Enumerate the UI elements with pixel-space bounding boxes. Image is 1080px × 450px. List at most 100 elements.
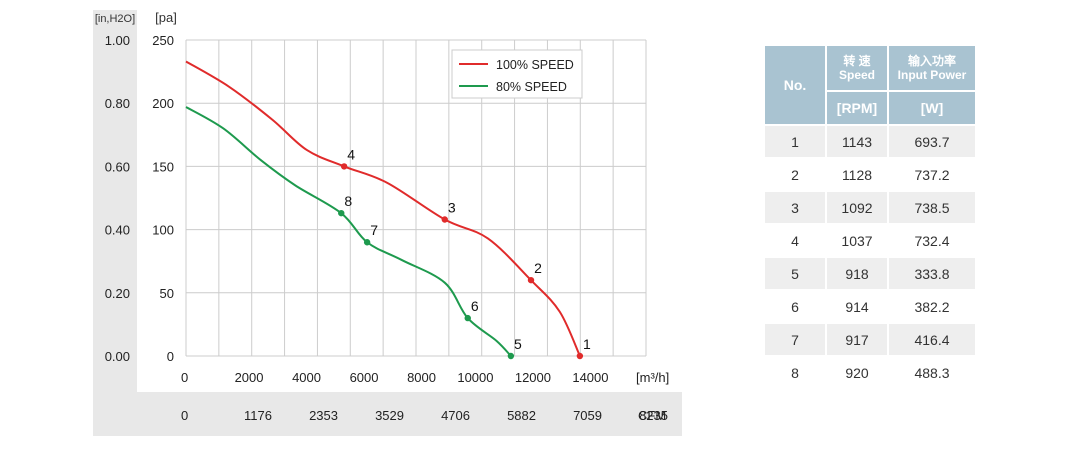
x-tick-label: 10000 [457, 370, 493, 385]
data-point [338, 209, 345, 217]
cell-no: 8 [765, 355, 827, 388]
data-point-label: 1 [583, 336, 591, 352]
cell-no: 4 [765, 223, 827, 256]
data-point [527, 276, 535, 284]
cfm-axis-panel [93, 392, 682, 436]
cell-power: 738.5 [889, 190, 975, 223]
data-point-label: 2 [534, 260, 542, 276]
cell-no: 6 [765, 289, 827, 322]
cfm-unit-label: CFM [638, 408, 666, 423]
data-point-label: 3 [448, 199, 456, 215]
y-left-tick-label: 0.00 [105, 349, 130, 364]
y-left-tick-label: 1.00 [105, 33, 130, 48]
header-power-cn: 输入功率 [907, 54, 956, 68]
table-row: 3 1092 738.5 [765, 190, 975, 223]
legend-box [451, 49, 583, 99]
cfm-tick-label: 5882 [507, 408, 536, 423]
cell-no: 5 [765, 256, 827, 289]
y-right-unit: [pa] [155, 10, 177, 25]
table-row: 5 918 333.8 [765, 256, 975, 289]
data-point [441, 216, 448, 223]
x-tick-label: 6000 [350, 370, 379, 385]
cell-rpm: 1037 [827, 223, 889, 256]
y-tick-label: 200 [152, 96, 174, 111]
table-row: 1 1143 693.7 [765, 124, 975, 157]
data-point-label: 5 [514, 336, 522, 352]
header-speed-cn: 转 速 [843, 54, 871, 68]
data-point-label: 4 [347, 146, 355, 162]
cell-rpm: 917 [827, 322, 889, 355]
cell-power: 732.4 [889, 223, 975, 256]
x-tick-label: 8000 [407, 370, 436, 385]
y-tick-label: 0 [167, 349, 174, 364]
data-point-label: 6 [471, 298, 479, 314]
legend-label: 100% SPEED [496, 58, 574, 72]
cell-no: 7 [765, 322, 827, 355]
x-tick-label: 14000 [572, 370, 608, 385]
y-left-unit: [in,H2O] [95, 13, 135, 25]
data-point [576, 352, 584, 360]
data-point-label: 8 [344, 193, 352, 209]
cfm-tick-label: 4706 [441, 408, 470, 423]
header-power: 输入功率 Input Power [889, 46, 975, 92]
data-point [340, 163, 348, 170]
cfm-tick-label: 2353 [309, 408, 338, 423]
cell-rpm: 914 [827, 289, 889, 322]
y-tick-label: 250 [152, 33, 174, 48]
cell-power: 488.3 [889, 355, 975, 388]
cfm-tick-label: 1176 [244, 408, 272, 423]
x-tick-label: 12000 [515, 370, 551, 385]
cfm-tick-label: 8235 [639, 408, 668, 423]
spec-table: No. 转 速 Speed 输入功率 Input Power [RPM] [W]… [765, 46, 975, 388]
series-line [185, 60, 581, 357]
cell-power: 693.7 [889, 124, 975, 157]
legend-label: 80% SPEED [496, 80, 567, 94]
x-unit-label: [m³/h] [636, 370, 669, 385]
cell-rpm: 1128 [827, 157, 889, 190]
header-speed: 转 速 Speed [827, 46, 889, 92]
x-tick-label: 0 [181, 370, 188, 385]
table-row: 4 1037 732.4 [765, 223, 975, 256]
cell-no: 2 [765, 157, 827, 190]
cell-power: 382.2 [889, 289, 975, 322]
data-point [507, 352, 515, 360]
cell-power: 737.2 [889, 157, 975, 190]
data-point [464, 314, 471, 322]
chart-svg: [in,H2O] [pa]1.000.800.600.400.200.002502… [93, 10, 682, 436]
cell-power: 416.4 [889, 322, 975, 355]
performance-chart: [in,H2O] [pa] 1.00 0.80 0.60 0.40 0.20 0.00 250 2… [93, 10, 682, 436]
y-left-tick-label: 0.20 [105, 286, 130, 301]
cell-no: 1 [765, 124, 827, 157]
cell-rpm: 1143 [827, 124, 889, 157]
y-tick-label: 150 [152, 159, 174, 174]
left-axis-panel [93, 10, 137, 436]
header-power-en: Input Power [897, 68, 967, 82]
data-point-label: 7 [370, 222, 378, 238]
x-tick-label: 2000 [235, 370, 264, 385]
y-left-tick-label: 0.80 [105, 96, 130, 111]
table-row: 8 920 488.3 [765, 355, 975, 388]
y-left-tick-label: 0.60 [105, 159, 130, 174]
series-line [185, 106, 512, 357]
table-row: 7 917 416.4 [765, 322, 975, 355]
header-no: No. [765, 46, 827, 124]
cell-no: 3 [765, 190, 827, 223]
cfm-tick-label: 0 [181, 408, 188, 423]
unit-power: [W] [889, 92, 975, 124]
unit-speed: [RPM] [827, 92, 889, 124]
cell-rpm: 920 [827, 355, 889, 388]
y-left-tick-label: 0.40 [105, 223, 130, 238]
y-tick-label: 100 [152, 223, 174, 238]
data-point [363, 239, 371, 246]
x-tick-label: 4000 [292, 370, 321, 385]
cell-power: 333.8 [889, 256, 975, 289]
cfm-tick-label: 7059 [573, 408, 602, 423]
cell-rpm: 918 [827, 256, 889, 289]
table-body: 1 1143 693.7 2 1128 737.2 3 1092 738.5 4… [765, 124, 975, 388]
table-row: 6 914 382.2 [765, 289, 975, 322]
y-tick-label: 50 [160, 286, 174, 301]
cfm-tick-label: 3529 [375, 408, 404, 423]
cell-rpm: 1092 [827, 190, 889, 223]
header-speed-en: Speed [838, 68, 875, 82]
table-row: 2 1128 737.2 [765, 157, 975, 190]
